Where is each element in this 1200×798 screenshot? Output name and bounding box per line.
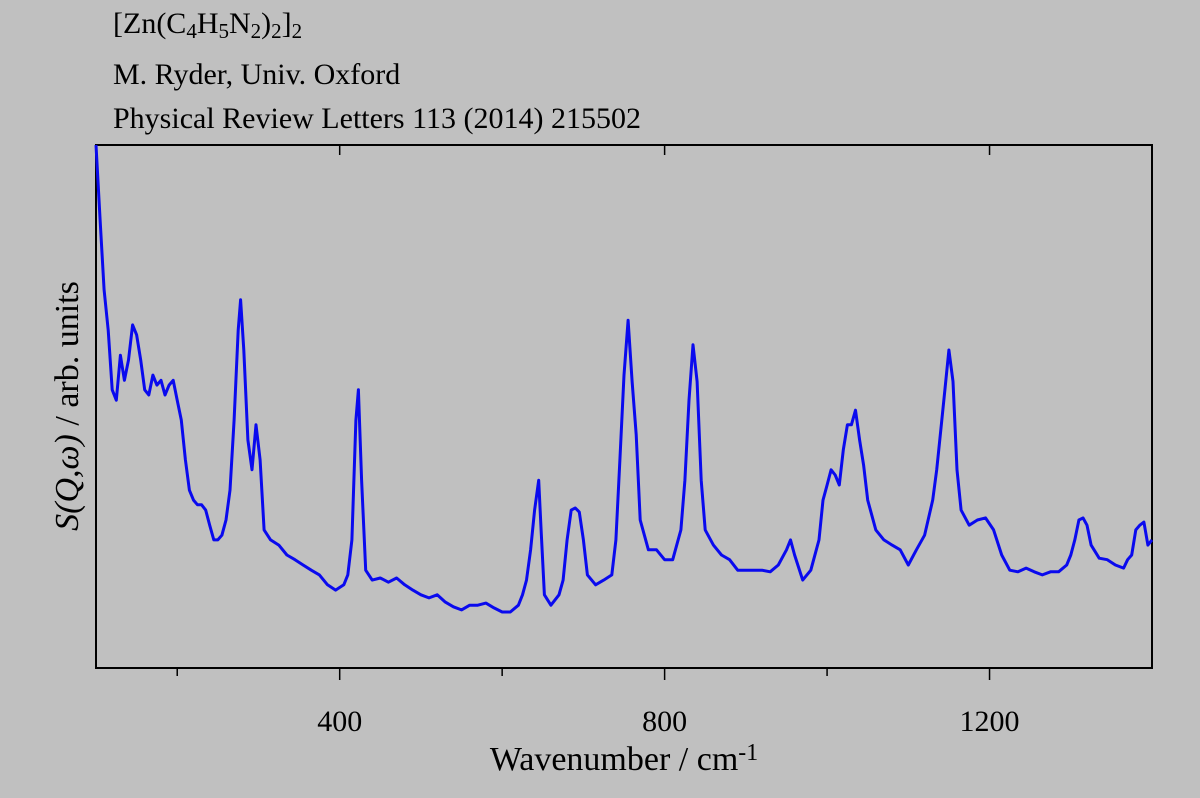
x-tick-label: 800 xyxy=(642,705,687,738)
text-segment: H xyxy=(197,7,219,40)
chart-title: [Zn(C4H5N2)2]2 xyxy=(113,7,302,43)
x-tick-label: 400 xyxy=(317,705,362,738)
text-segment: 2 xyxy=(292,19,303,43)
text-segment: S(Q,ω) xyxy=(49,434,86,531)
subtitle: Physical Review Letters 113 (2014) 21550… xyxy=(113,102,641,135)
text-segment: 2 xyxy=(271,19,282,43)
text-segment: [Zn(C xyxy=(113,7,186,40)
spectrum-line xyxy=(94,144,1154,614)
text-segment: 5 xyxy=(219,19,230,43)
y-axis-label: S(Q,ω) / arb. units xyxy=(49,281,86,531)
x-tick-label: 1200 xyxy=(960,705,1020,738)
text-segment: ] xyxy=(282,7,292,40)
text-segment: N xyxy=(229,7,251,40)
plot-frame xyxy=(95,144,1153,669)
text-segment: ) xyxy=(261,7,271,40)
x-axis-label: Wavenumber / cm-1 xyxy=(490,740,758,778)
text-segment: / arb. units xyxy=(49,281,86,434)
text-segment: 2 xyxy=(251,19,262,43)
text-segment: -1 xyxy=(738,740,758,766)
text-segment: 4 xyxy=(186,19,197,43)
text-segment: Wavenumber / cm xyxy=(490,741,738,778)
subtitle: M. Ryder, Univ. Oxford xyxy=(113,58,400,91)
